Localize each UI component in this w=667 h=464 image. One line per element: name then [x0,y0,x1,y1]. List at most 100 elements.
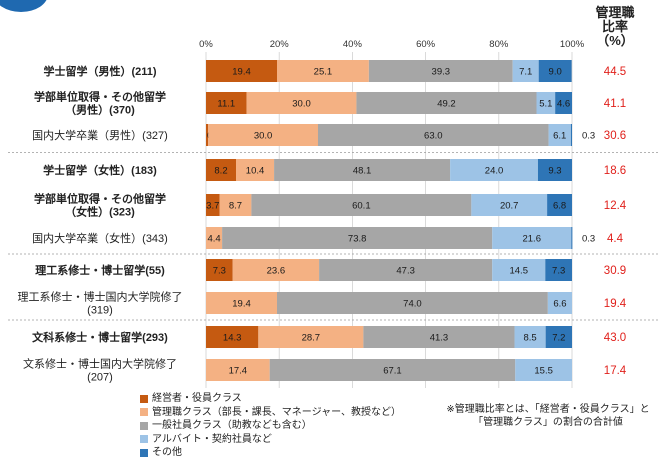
data-label: 67.1 [383,366,402,377]
bar-segment [206,326,259,348]
data-label: 10.4 [246,166,265,177]
data-label: 15.5 [534,366,553,377]
data-label: 9.3 [548,166,561,177]
bar-segment [547,194,572,216]
data-label: 74.0 [403,299,422,310]
bar-segment [219,194,252,216]
bar-segment [570,124,572,146]
bar-segment [514,326,546,348]
bar-segment [512,60,539,82]
footnote-line1: ※管理職比率とは、「経営者・役員クラス」と [446,404,650,415]
data-label: 23.6 [267,266,286,277]
legend-label: 管理職クラス（部長・課長、マネージャー、教授など） [152,406,401,418]
data-label: 30.0 [254,131,273,142]
bar-segment [492,259,546,281]
category-label-line: （女性）(323) [65,205,135,219]
bar-segment [277,60,369,82]
mgr-rate-value: 17.4 [604,365,627,377]
data-label: 49.2 [437,99,456,110]
x-tick-label: 60% [416,39,436,50]
mgr-rate-value: 41.1 [604,98,626,110]
mgr-rate-header-line3: （%） [596,33,634,48]
legend-item: 管理職クラス（部長・課長、マネージャー、教授など） [140,406,401,420]
mgr-rate-header: 管理職 比率 （%） [583,6,647,48]
bar-segment [571,227,573,249]
category-label-line: (319) [87,305,113,317]
legend-item: 経営者・役員クラス [140,392,401,406]
legend-swatch [140,448,148,457]
legend-swatch [140,394,148,403]
footnote-line2: 「管理職クラス」の割合の合計値 [473,417,623,428]
bar-segment [246,92,357,114]
bar-segment [545,259,572,281]
category-label-line: 文系修士・博士国内大学院修了 [23,357,177,371]
category-label-line: 文科系修士・博士留学(293) [32,330,168,344]
category-label: 国内大学卒業（男性）(327) [32,128,168,142]
data-label: 19.4 [232,67,251,78]
data-label: 73.8 [348,234,367,245]
stacked-bar-chart: 0% 20% 40% 60% 80% 100% 学士留学（男性）(211) 19.4 25.1 3… [8,39,660,388]
data-label: 7.2 [552,333,565,344]
bar-segment [545,326,572,348]
data-label: 6.6 [553,299,566,310]
data-label: 63.0 [424,131,443,142]
data-label: 8.2 [214,166,227,177]
footnote: ※管理職比率とは、「経営者・役員クラス」と 「管理職クラス」の割合の合計値 [430,403,666,429]
category-label-line: 学部単位取得・その他留学 [34,192,166,206]
bar-segment [319,259,493,281]
category-label-line: 学士留学（女性）(183) [43,163,157,177]
bar-segment [206,359,270,381]
mgr-rate-header-line2: 比率 [601,19,628,34]
data-label: 5.1 [539,99,552,110]
legend-item: 一般社員クラス（助教なども含む） [140,419,401,433]
bar-segment [277,292,548,314]
legend-label: 経営者・役員クラス [152,393,242,404]
bar-segment [222,227,493,249]
x-tick-label: 40% [343,39,363,50]
bar-segment [536,92,556,114]
data-label: 24.0 [485,166,504,177]
data-label: 0.3 [582,131,595,142]
legend-item: アルバイト・契約社員など [140,433,401,447]
data-label: 30.0 [292,99,311,110]
bar-segment [471,194,548,216]
data-label: 6.1 [553,131,566,142]
bar-segment [206,60,278,82]
mgr-rate-value: 30.9 [604,265,626,277]
bar-segment [537,159,572,181]
bar-segment [206,194,220,216]
bar-segment [274,159,451,181]
category-label: 学部単位取得・その他留学（女性）(323) [34,192,166,219]
legend-label: アルバイト・契約社員など [152,433,272,445]
mgr-rate-value: 12.4 [604,200,627,212]
data-label: 28.7 [302,333,321,344]
category-label-line: 理工系修士・博士国内大学院修了 [18,290,183,304]
category-label-line: 学士留学（男性）(211) [43,64,156,78]
data-label: 7.1 [519,67,532,78]
category-label: 学部単位取得・その他留学（男性）(370) [34,90,166,117]
bar-segment [258,326,364,348]
bar-segment [236,159,275,181]
data-label: 21.6 [522,234,541,245]
bar-segment [232,259,320,281]
bar-segment [206,292,278,314]
data-label: 19.4 [232,299,251,310]
mgr-rate-value: 44.5 [604,66,626,78]
bar-segment [492,227,572,249]
data-label: 3.7 [206,201,219,212]
bar-segment [251,194,472,216]
bar-segment [450,159,538,181]
bar-segment [356,92,537,114]
bar-segment [206,159,237,181]
mgr-rate-value: 19.4 [604,298,627,310]
bar-segment [317,124,549,146]
mgr-rate-value: 43.0 [604,332,626,344]
data-label: 9.0 [549,67,562,78]
legend: 経営者・役員クラス 管理職クラス（部長・課長、マネージャー、教授など） 一般社員… [140,392,401,460]
category-label: 学士留学（男性）(211) [43,64,156,78]
legend-item: その他 [140,446,401,460]
data-label: 39.3 [432,67,451,78]
category-label-line: 学部単位取得・その他留学 [34,90,166,104]
bar-segment [206,124,209,146]
legend-swatch [140,435,148,444]
